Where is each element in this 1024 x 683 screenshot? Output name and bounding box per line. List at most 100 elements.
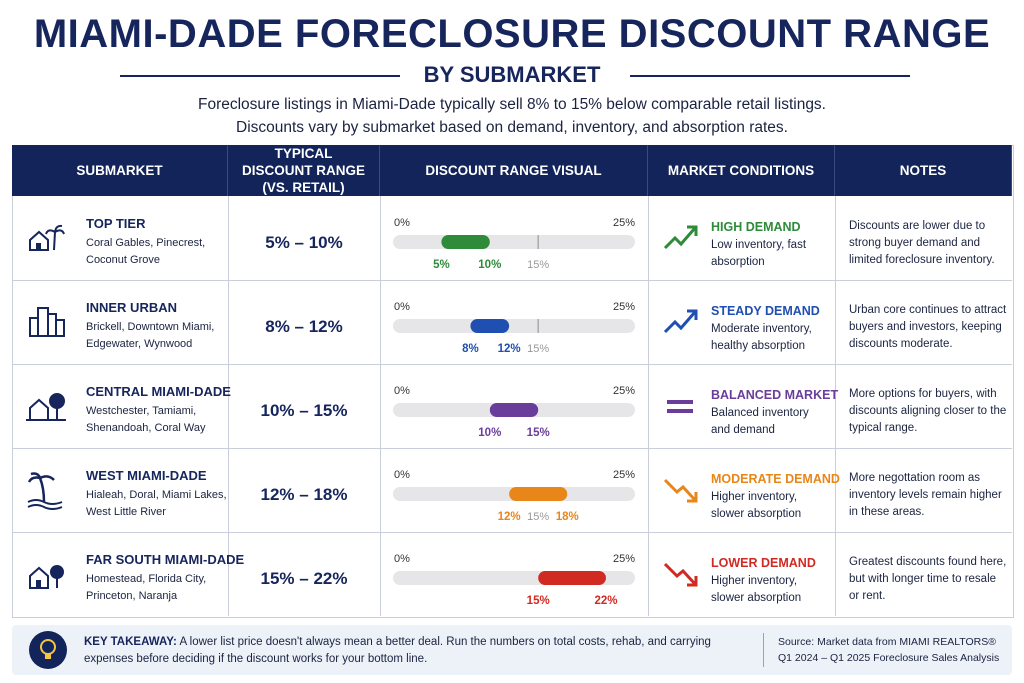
- intro-line: Foreclosure listings in Miami-Dade typic…: [197, 96, 826, 113]
- trend-icon: [663, 478, 698, 503]
- submarket-areas: Homestead, Florida City, Princeton, Nara…: [86, 573, 207, 602]
- submarket-areas: Brickell, Downtown Miami, Edgewater, Wyn…: [86, 321, 215, 350]
- low-label: 12%: [498, 511, 521, 523]
- submarket-icon: [29, 307, 65, 337]
- trend-icon: [663, 562, 698, 587]
- condition-detail: Balanced inventory and demand: [711, 407, 809, 436]
- column-header: NOTES: [835, 145, 1012, 196]
- range-bar: [538, 571, 606, 585]
- rule: [630, 75, 910, 77]
- scale-min-label: 0%: [394, 301, 410, 313]
- submarket-name: CENTRAL MIAMI-DADE: [86, 384, 231, 399]
- submarket-icon: [27, 472, 63, 510]
- notes: More options for buyers, with discounts …: [849, 388, 1007, 434]
- range-visual: 0% 25% 10% 15%: [393, 385, 635, 439]
- submarket-name: INNER URBAN: [86, 300, 177, 315]
- column-divider: [380, 196, 381, 616]
- column-header: DISCOUNT RANGE VISUAL: [380, 145, 648, 196]
- low-label: 5%: [433, 259, 450, 271]
- rule: [120, 75, 400, 77]
- scale-min-label: 0%: [394, 469, 410, 481]
- scale-max-label: 25%: [613, 217, 635, 229]
- benchmark-label: 15%: [527, 343, 549, 355]
- trend-icon: [667, 400, 693, 413]
- notes: Discounts are lower due to strong buyer …: [849, 220, 995, 266]
- condition: HIGH DEMAND: [711, 220, 801, 234]
- submarket-icon: [29, 565, 64, 589]
- condition: BALANCED MARKET: [711, 388, 839, 402]
- range-visual: 0% 25% 15% 5% 10%: [393, 217, 635, 271]
- discount-range: 8% – 12%: [265, 317, 343, 336]
- high-label: 10%: [478, 259, 501, 271]
- high-label: 15%: [527, 427, 550, 439]
- range-bar: [509, 487, 568, 501]
- high-label: 22%: [594, 595, 617, 607]
- trend-icon: [663, 225, 698, 250]
- discount-range: 15% – 22%: [260, 569, 348, 588]
- track: [393, 235, 635, 249]
- trend-icon: [663, 309, 698, 334]
- submarket-name: WEST MIAMI-DADE: [86, 468, 207, 483]
- submarket-icon: [26, 393, 66, 421]
- range-bar: [441, 235, 490, 249]
- discount-range: 12% – 18%: [260, 485, 348, 504]
- low-label: 10%: [478, 427, 501, 439]
- condition-detail: Higher inventory, slower absorption: [711, 575, 802, 604]
- footer: [12, 625, 1012, 675]
- source: Source: Market data from MIAMI REALTORS®…: [778, 636, 1000, 664]
- submarket-areas: Hialeah, Doral, Miami Lakes, West Little…: [86, 489, 227, 518]
- range-visual: 0% 25% 15% 8% 12%: [393, 301, 635, 355]
- low-label: 15%: [527, 595, 550, 607]
- bulb-icon: [29, 631, 67, 669]
- row-divider: [12, 448, 1012, 449]
- scale-min-label: 0%: [394, 217, 410, 229]
- column-header: TYPICAL DISCOUNT RANGE (VS. RETAIL): [228, 145, 380, 196]
- condition: STEADY DEMAND: [711, 304, 820, 318]
- high-label: 18%: [556, 511, 579, 523]
- scale-max-label: 25%: [613, 385, 635, 397]
- range-bar: [489, 403, 539, 417]
- notes: Urban core continues to attract buyers a…: [849, 304, 1007, 350]
- notes: More negottation room as inventory level…: [849, 472, 1002, 518]
- range-visual: 0% 25% 15% 22%: [393, 553, 635, 607]
- discount-range: 10% – 15%: [260, 401, 348, 420]
- column-header: MARKET CONDITIONS: [648, 145, 835, 196]
- intro-line: Discounts vary by submarket based on dem…: [236, 119, 788, 136]
- submarket-areas: Coral Gables, Pinecrest, Coconut Grove: [86, 237, 206, 266]
- condition-detail: Moderate inventory, healthy absorption: [711, 323, 812, 352]
- submarket-areas: Westchester, Tamiami, Shenandoah, Coral …: [86, 405, 206, 434]
- column-divider: [835, 196, 836, 616]
- column-header: SUBMARKET: [12, 145, 228, 196]
- row-divider: [12, 532, 1012, 533]
- condition-detail: Higher inventory, slower absorption: [711, 491, 802, 520]
- subtitle: BY SUBMARKET: [423, 62, 601, 87]
- row-divider: [12, 364, 1012, 365]
- notes: Greatest discounts found here, but with …: [849, 556, 1007, 602]
- submarket-name: TOP TIER: [86, 216, 146, 231]
- submarket-icon: [29, 224, 65, 251]
- condition: MODERATE DEMAND: [711, 472, 840, 486]
- row-divider: [12, 280, 1012, 281]
- range-visual: 0% 25% 15% 12% 18%: [393, 469, 635, 523]
- track: [393, 319, 635, 333]
- condition-detail: Low inventory, fast absorption: [711, 239, 807, 268]
- column-divider: [648, 196, 649, 616]
- column-divider: [228, 196, 229, 616]
- benchmark-label: 15%: [527, 511, 549, 523]
- takeaway: KEY TAKEAWAY: A lower list price doesn't…: [84, 634, 744, 668]
- scale-min-label: 0%: [394, 553, 410, 565]
- scale-max-label: 25%: [613, 301, 635, 313]
- takeaway-label: KEY TAKEAWAY:: [84, 636, 177, 648]
- divider: [763, 633, 764, 667]
- range-bar: [470, 319, 510, 333]
- low-label: 8%: [462, 343, 479, 355]
- benchmark-label: 15%: [527, 259, 549, 271]
- takeaway-text: A lower list price doesn't always mean a…: [84, 636, 711, 665]
- submarket-name: FAR SOUTH MIAMI-DADE: [86, 552, 245, 567]
- scale-max-label: 25%: [613, 553, 635, 565]
- scale-min-label: 0%: [394, 385, 410, 397]
- title: MIAMI-DADE FORECLOSURE DISCOUNT RANGE: [33, 12, 991, 56]
- high-label: 12%: [498, 343, 521, 355]
- discount-range: 5% – 10%: [265, 233, 343, 252]
